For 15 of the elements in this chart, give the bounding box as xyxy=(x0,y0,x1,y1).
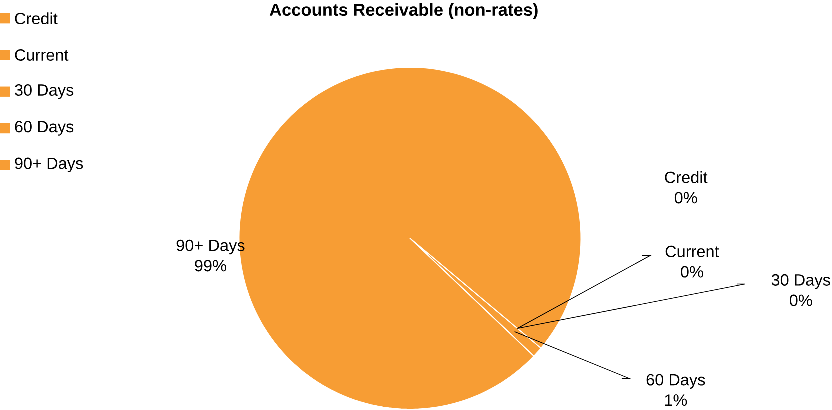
text: 0% xyxy=(681,266,704,278)
category-label: Credit xyxy=(665,171,708,184)
legend-label: Credit xyxy=(15,12,58,25)
text: 0% xyxy=(674,192,698,204)
legend-label: Current xyxy=(15,49,69,62)
chart-title: Accounts Receivable (non-rates) xyxy=(270,3,538,20)
legend-label: 90+ Days xyxy=(15,158,84,173)
data-label: 99% xyxy=(195,260,226,272)
category-label: 30 Days xyxy=(772,274,830,290)
data-label: 1% xyxy=(665,394,688,406)
category-label: Current xyxy=(666,246,720,258)
slice-label: 60 Days xyxy=(646,374,706,389)
legend-label: 60 Days xyxy=(15,121,74,136)
legend-label: 30 Days xyxy=(15,84,74,100)
text: 0% xyxy=(790,294,812,306)
